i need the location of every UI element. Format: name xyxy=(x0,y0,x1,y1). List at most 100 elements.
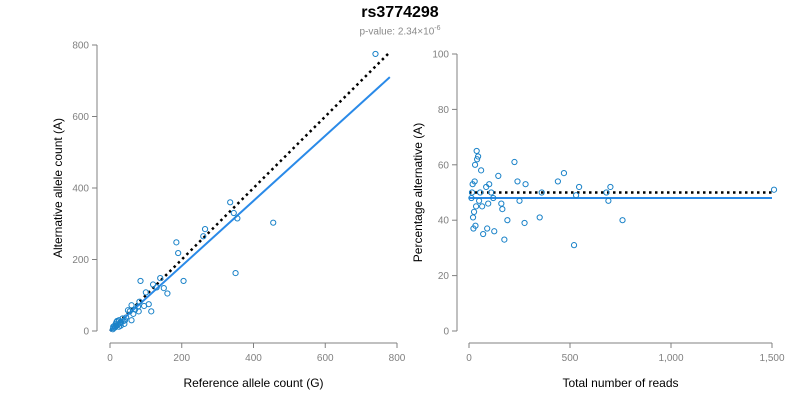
right-data-point xyxy=(480,230,487,238)
right-panel: 0 20 40 60 80 100 0 500 1,000 1,500 Total number o… xyxy=(411,50,785,391)
left-data-point xyxy=(142,289,149,296)
right-data-point xyxy=(501,236,508,243)
right-y-tick-label: 60 xyxy=(438,160,450,171)
right-data-point xyxy=(516,197,523,204)
left-x-tick-label: 600 xyxy=(317,353,334,364)
right-data-point xyxy=(495,172,502,179)
left-data-point xyxy=(128,302,135,309)
left-data-point xyxy=(232,269,239,277)
left-data-point xyxy=(109,326,116,333)
right-data-point xyxy=(514,178,521,185)
left-data-point xyxy=(124,307,132,314)
left-x-tick-label: 400 xyxy=(245,353,262,364)
left-y-tick-label: 800 xyxy=(72,41,89,52)
left-data-point xyxy=(164,290,171,297)
left-data-point xyxy=(175,249,182,257)
left-y-tick-label: 0 xyxy=(83,327,89,338)
right-y-tick-label: 100 xyxy=(432,50,449,61)
right-data-point xyxy=(469,181,476,188)
right-data-point xyxy=(498,200,505,207)
left-data-point xyxy=(227,199,234,206)
left-x-tick-label: 0 xyxy=(107,353,113,364)
right-data-point xyxy=(485,200,492,207)
left-y-tick-label: 400 xyxy=(72,184,89,195)
left-data-point xyxy=(173,239,180,246)
right-data-point xyxy=(572,192,580,199)
right-data-point xyxy=(473,156,481,163)
right-data-point xyxy=(575,183,583,191)
right-data-point xyxy=(488,189,495,196)
left-data-point xyxy=(128,317,135,324)
left-data-point xyxy=(372,50,379,58)
left-fit-line xyxy=(109,76,391,332)
left-data-point xyxy=(113,318,120,326)
right-data-point xyxy=(504,217,511,224)
left-x-tick-label: 200 xyxy=(173,353,190,364)
right-x-tick-label: 1,500 xyxy=(759,353,784,364)
right-data-point xyxy=(605,197,612,204)
right-data-point xyxy=(491,228,498,235)
right-data-point xyxy=(470,208,478,215)
left-y-tick-label: 600 xyxy=(72,112,89,123)
left-data-point xyxy=(121,320,128,327)
right-data-point xyxy=(473,147,480,155)
left-data-point xyxy=(201,226,209,233)
right-y-tick-label: 40 xyxy=(438,216,450,227)
right-y-tick-label: 80 xyxy=(438,105,450,116)
right-data-point xyxy=(522,181,529,188)
right-x-tick-label: 0 xyxy=(466,353,472,364)
right-data-point xyxy=(471,161,479,168)
right-y-axis-title: Percentage alternative (A) xyxy=(411,123,425,262)
right-data-point xyxy=(619,217,626,224)
left-data-point xyxy=(149,281,157,288)
chart-subtitle: p-value: 2.34×10-6 xyxy=(0,25,800,37)
right-data-point xyxy=(521,219,528,227)
left-data-point xyxy=(157,274,164,282)
right-data-point xyxy=(478,167,485,174)
left-data-point xyxy=(110,323,117,330)
right-data-point xyxy=(479,203,486,210)
right-data-point xyxy=(538,189,545,196)
right-data-point xyxy=(469,214,477,221)
left-data-point xyxy=(160,285,167,292)
right-data-point xyxy=(483,183,490,191)
left-y-axis-title: Alternative allele count (A) xyxy=(51,118,65,258)
right-data-point xyxy=(603,189,610,196)
left-data-point xyxy=(148,308,155,315)
right-data-point xyxy=(470,225,477,232)
right-y-tick-label: 0 xyxy=(443,327,449,338)
left-data-point xyxy=(137,277,144,285)
left-reference-line xyxy=(109,51,391,332)
right-y-tick-label: 20 xyxy=(438,271,450,282)
right-data-point xyxy=(770,186,778,193)
right-data-point xyxy=(560,170,568,177)
right-x-tick-label: 1,000 xyxy=(658,353,683,364)
right-data-point xyxy=(472,203,480,210)
right-x-axis-title: Total number of reads xyxy=(562,376,678,390)
right-data-point xyxy=(477,189,484,196)
right-data-point xyxy=(499,206,506,213)
left-data-point xyxy=(135,308,142,315)
right-data-point xyxy=(476,197,483,204)
left-data-point xyxy=(230,209,237,217)
left-data-point xyxy=(140,302,148,310)
right-data-point xyxy=(536,214,543,221)
left-data-point xyxy=(117,322,124,329)
right-data-point xyxy=(607,183,614,191)
left-x-axis-title: Reference allele count (G) xyxy=(183,376,323,390)
right-data-point xyxy=(468,194,475,202)
right-data-point xyxy=(484,225,491,232)
left-data-point xyxy=(234,215,241,222)
right-data-point xyxy=(490,194,497,202)
chart-title: rs3774298 xyxy=(361,4,439,21)
left-data-point xyxy=(119,315,126,322)
left-data-point xyxy=(180,277,187,285)
left-x-tick-label: 800 xyxy=(389,353,406,364)
right-data-point xyxy=(554,178,561,185)
left-panel: 0 200 400 600 800 0 200 400 600 800 Reference alle… xyxy=(51,41,406,391)
right-data-point xyxy=(474,153,482,160)
right-x-tick-label: 500 xyxy=(562,353,579,364)
p-value-text: p-value: 2.34×10 xyxy=(359,26,435,38)
left-data-point xyxy=(270,219,277,226)
